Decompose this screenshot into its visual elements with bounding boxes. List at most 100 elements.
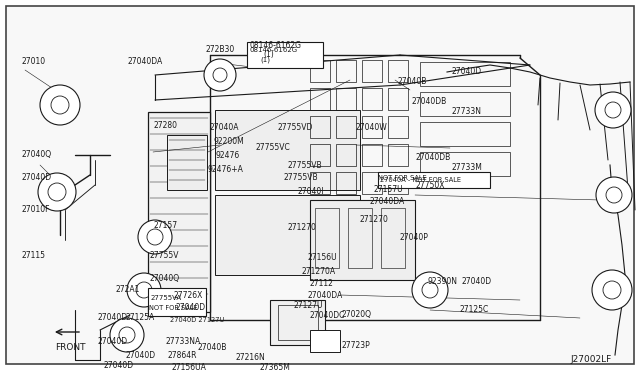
Text: (1): (1) (263, 51, 274, 60)
Bar (215, 110, 360, 190)
Bar (270, 300, 325, 345)
Bar (167, 135, 207, 190)
Text: 27156U: 27156U (308, 253, 338, 263)
Bar (362, 88, 382, 110)
Text: 27040DC: 27040DC (310, 311, 346, 320)
Text: 27750X: 27750X (415, 180, 445, 189)
Text: 27040Q: 27040Q (150, 273, 180, 282)
Text: 27755VB: 27755VB (287, 160, 322, 170)
Circle shape (127, 273, 161, 307)
Text: 271270: 271270 (360, 215, 389, 224)
Text: 27040DB: 27040DB (415, 154, 451, 163)
Bar (310, 200, 415, 280)
Bar (378, 172, 490, 188)
Text: 27040Q: 27040Q (22, 151, 52, 160)
Circle shape (213, 68, 227, 82)
Text: 27755V: 27755V (150, 250, 179, 260)
Text: 27040D: 27040D (452, 67, 482, 77)
Text: 27040DA: 27040DA (127, 58, 163, 67)
Bar (420, 62, 510, 86)
Circle shape (48, 183, 66, 201)
Text: 27125C: 27125C (460, 305, 489, 314)
Bar (388, 144, 408, 166)
Text: 27010: 27010 (22, 58, 46, 67)
Text: 27112: 27112 (310, 279, 334, 289)
Text: 27040A: 27040A (209, 124, 239, 132)
Text: 27733NA: 27733NA (166, 337, 201, 346)
Circle shape (603, 281, 621, 299)
Bar (148, 288, 206, 316)
Text: 27040DA: 27040DA (370, 198, 405, 206)
Circle shape (412, 272, 448, 308)
Circle shape (596, 177, 632, 213)
Circle shape (40, 85, 80, 125)
Bar (381, 208, 405, 268)
Text: 27125A: 27125A (126, 314, 156, 323)
Bar (336, 144, 356, 166)
Circle shape (38, 173, 76, 211)
Text: 27040D: 27040D (98, 337, 128, 346)
Circle shape (592, 270, 632, 310)
Bar (348, 208, 372, 268)
Text: 27040W: 27040W (356, 124, 388, 132)
Text: 08146-6162G: 08146-6162G (249, 47, 297, 53)
Bar (420, 92, 510, 116)
Text: FRONT: FRONT (55, 343, 86, 352)
Bar (388, 60, 408, 82)
Circle shape (595, 92, 631, 128)
Circle shape (110, 318, 144, 352)
Text: 272A1: 272A1 (116, 285, 140, 295)
Bar (310, 116, 330, 138)
Bar (215, 195, 360, 275)
Bar (420, 122, 510, 146)
Bar (336, 88, 356, 110)
Text: 27040B: 27040B (198, 343, 227, 353)
Text: 27864R: 27864R (168, 350, 198, 359)
Text: 27755VD: 27755VD (278, 124, 314, 132)
Bar (362, 116, 382, 138)
Text: 27020Q: 27020Q (342, 311, 372, 320)
Bar (362, 60, 382, 82)
Text: 27040A - NOT FOR SALE: 27040A - NOT FOR SALE (380, 177, 461, 183)
Text: 27280: 27280 (153, 121, 177, 129)
Bar (336, 60, 356, 82)
Text: 27726X: 27726X (174, 291, 204, 299)
Text: 27040D: 27040D (98, 314, 128, 323)
Text: 27040D: 27040D (104, 360, 134, 369)
Text: 27755VC: 27755VC (256, 144, 291, 153)
Bar (315, 208, 339, 268)
Circle shape (147, 229, 163, 245)
Bar (388, 88, 408, 110)
Bar (362, 172, 382, 194)
Circle shape (51, 96, 69, 114)
Circle shape (119, 327, 135, 343)
Text: 27156UA: 27156UA (172, 363, 207, 372)
Text: 08146-6162G: 08146-6162G (250, 41, 302, 49)
Bar (247, 42, 323, 68)
Text: (1): (1) (260, 57, 270, 63)
Bar (148, 112, 210, 312)
Text: 271270: 271270 (288, 224, 317, 232)
Bar (388, 172, 408, 194)
Bar (310, 144, 330, 166)
Text: 27755VA: 27755VA (151, 295, 182, 301)
Text: 92476: 92476 (216, 151, 240, 160)
Text: 27755VB: 27755VB (283, 173, 317, 183)
Bar (310, 172, 330, 194)
Text: 27040D: 27040D (175, 304, 205, 312)
Text: 27127U: 27127U (293, 301, 323, 310)
Circle shape (422, 282, 438, 298)
Text: 92200M: 92200M (213, 138, 244, 147)
Text: 27040D: 27040D (462, 278, 492, 286)
Bar (336, 116, 356, 138)
Text: 27115: 27115 (22, 250, 46, 260)
Text: NOT FOR SALE: NOT FOR SALE (149, 305, 198, 311)
Text: 27040DA: 27040DA (307, 291, 342, 299)
Text: 27157: 27157 (153, 221, 177, 230)
Bar (362, 144, 382, 166)
Circle shape (204, 59, 236, 91)
Bar (310, 88, 330, 110)
Text: 272B30: 272B30 (205, 45, 234, 55)
Bar (310, 330, 340, 352)
Text: 27040D: 27040D (22, 173, 52, 183)
